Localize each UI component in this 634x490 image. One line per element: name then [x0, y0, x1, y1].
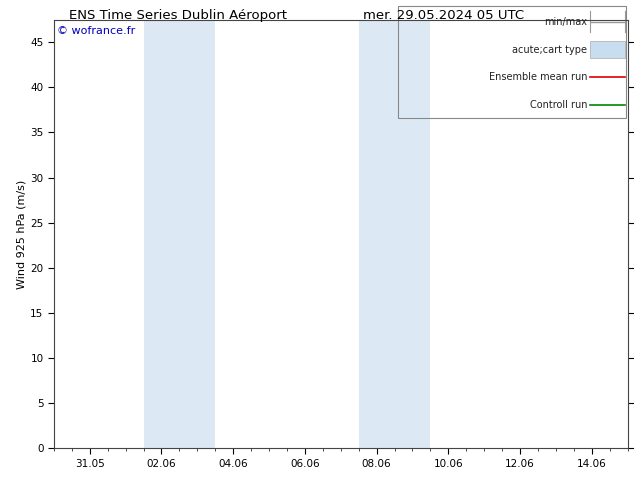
Bar — [359, 20, 430, 448]
Text: mer. 29.05.2024 05 UTC: mer. 29.05.2024 05 UTC — [363, 9, 524, 22]
Text: acute;cart type: acute;cart type — [512, 45, 588, 54]
Text: © wofrance.fr: © wofrance.fr — [57, 26, 135, 36]
Bar — [143, 20, 216, 448]
Text: Controll run: Controll run — [530, 100, 588, 110]
Text: min/max: min/max — [545, 17, 588, 27]
Text: Ensemble mean run: Ensemble mean run — [489, 73, 588, 82]
FancyBboxPatch shape — [590, 41, 624, 58]
Text: ENS Time Series Dublin Aéroport: ENS Time Series Dublin Aéroport — [68, 9, 287, 22]
Y-axis label: Wind 925 hPa (m/s): Wind 925 hPa (m/s) — [16, 179, 26, 289]
